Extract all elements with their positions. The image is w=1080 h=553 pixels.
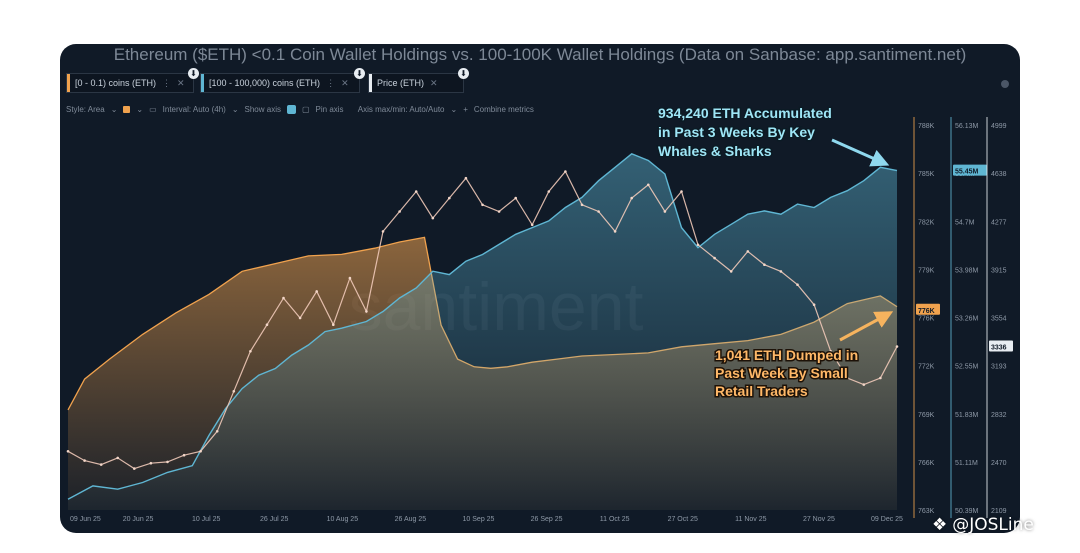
- color-swatch[interactable]: [123, 105, 131, 113]
- calendar-icon: ▭: [149, 104, 157, 114]
- pin-icon[interactable]: ⬇: [188, 68, 199, 79]
- plus-icon[interactable]: +: [463, 104, 468, 114]
- series-color-bar: [369, 74, 372, 92]
- combine-metrics-button[interactable]: Combine metrics: [473, 104, 534, 114]
- chart-card: [60, 44, 1020, 533]
- pin-icon[interactable]: ⬇: [354, 68, 365, 79]
- chevron-down-icon[interactable]: ⌄: [450, 104, 458, 114]
- tab-label: [0 - 0.1) coins (ETH): [75, 78, 157, 88]
- style-select[interactable]: Style: Area: [66, 104, 105, 114]
- close-icon[interactable]: ✕: [341, 77, 349, 88]
- more-options-icon[interactable]: ⋮: [162, 77, 172, 88]
- tab-small-wallets[interactable]: [0 - 0.1) coins (ETH) ⋮ ✕ ⬇: [66, 68, 199, 93]
- diamond-logo-icon: ❖: [932, 515, 948, 535]
- tab-label: Price (ETH): [377, 78, 424, 88]
- chevron-down-icon[interactable]: ⌄: [136, 104, 144, 114]
- interval-select[interactable]: Interval: Auto (4h): [162, 104, 226, 114]
- close-icon[interactable]: ✕: [177, 77, 185, 88]
- axis-maxmin-select[interactable]: Axis max/min: Auto/Auto: [357, 104, 445, 114]
- show-axis-checkbox[interactable]: [286, 104, 296, 114]
- show-axis-label: Show axis: [244, 104, 281, 114]
- chart-title: Ethereum ($ETH) <0.1 Coin Wallet Holding…: [113, 45, 967, 64]
- chevron-down-icon[interactable]: ⌄: [231, 104, 239, 114]
- pin-icon[interactable]: ⬇: [458, 68, 469, 79]
- tab-label: [100 - 100,000) coins (ETH): [209, 78, 321, 88]
- credit-watermark: ❖ @JOSLine: [932, 515, 1034, 535]
- credit-handle: @JOSLine: [952, 515, 1034, 535]
- settings-icon[interactable]: [1001, 80, 1009, 88]
- series-color-bar: [201, 74, 204, 92]
- pin-axis-icon[interactable]: ▢: [301, 104, 310, 114]
- pin-axis-label[interactable]: Pin axis: [315, 104, 344, 114]
- close-icon[interactable]: ✕: [430, 77, 438, 88]
- series-color-bar: [67, 74, 70, 92]
- tab-price[interactable]: Price (ETH) ✕ ⬇: [368, 68, 469, 93]
- tab-large-wallets[interactable]: [100 - 100,000) coins (ETH) ⋮ ✕ ⬇: [200, 68, 365, 93]
- chevron-down-icon[interactable]: ⌄: [110, 104, 118, 114]
- chart-toolbar: Style: Area ⌄ ⌄ ▭ Interval: Auto (4h) ⌄ …: [66, 102, 534, 116]
- axis-icon: [350, 105, 352, 114]
- more-options-icon[interactable]: ⋮: [326, 77, 336, 88]
